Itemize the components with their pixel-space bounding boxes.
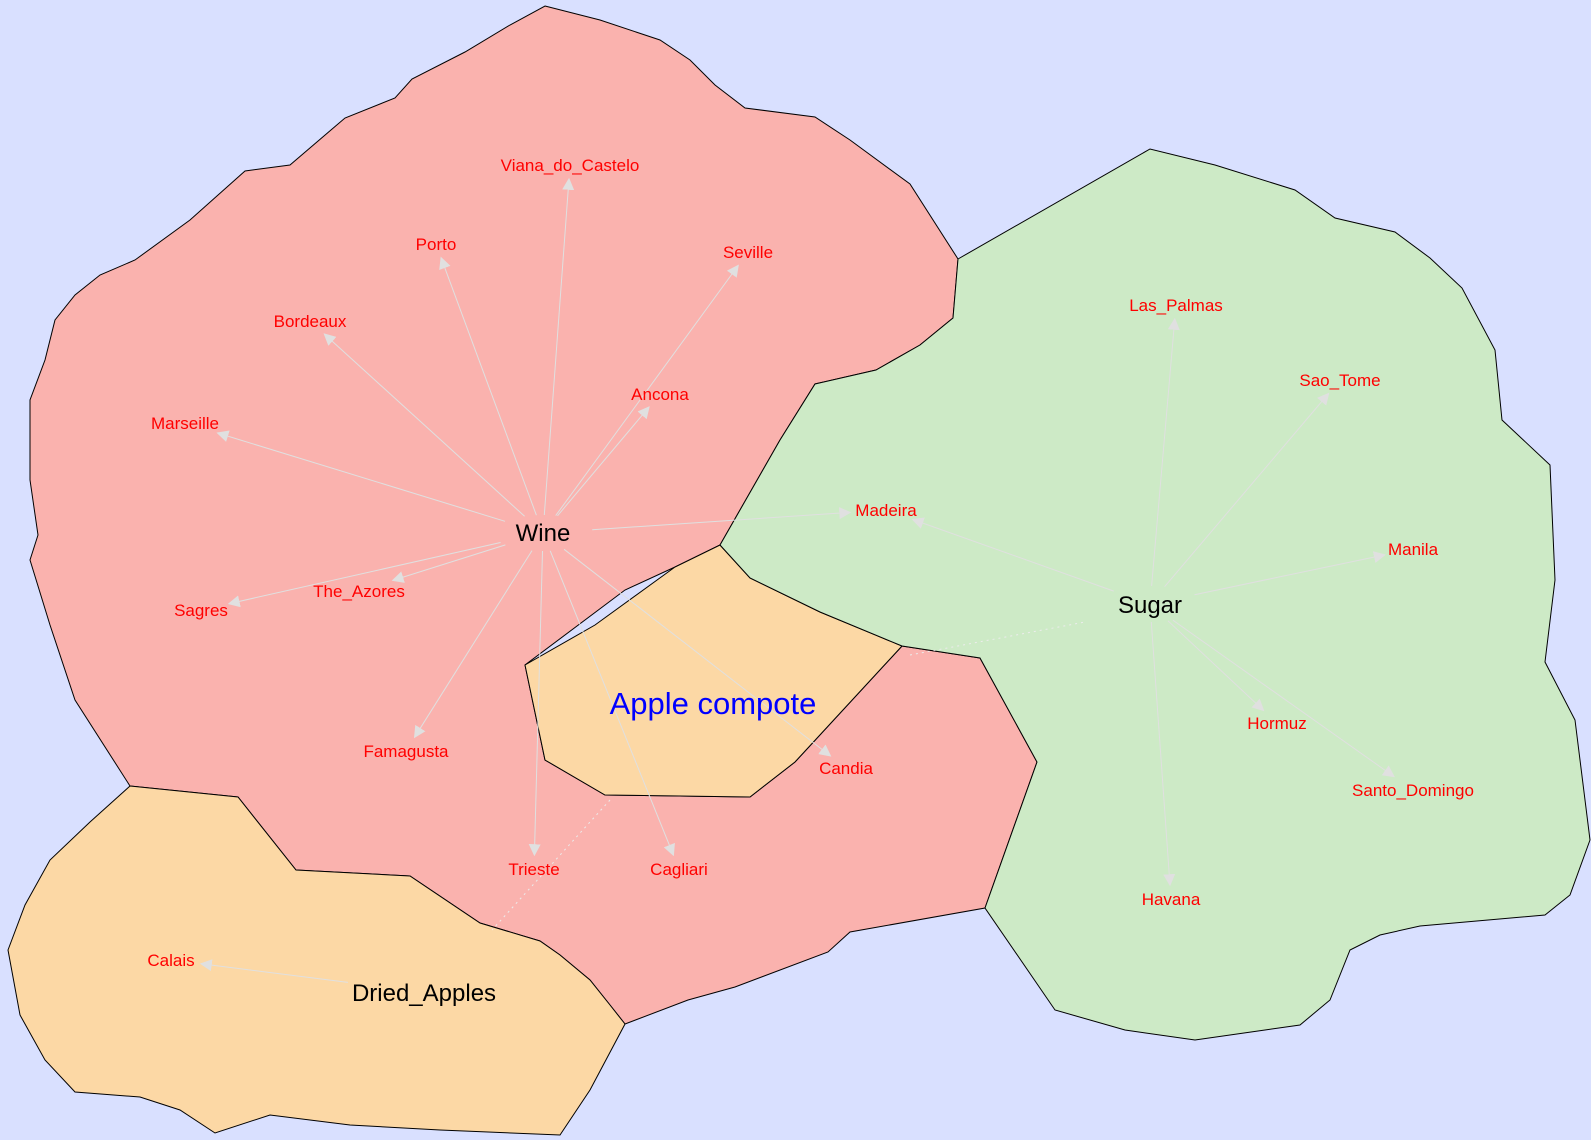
edge-wine-porto <box>439 256 537 516</box>
leaf-madeira[interactable]: Madeira <box>855 501 917 520</box>
leaf-ancona[interactable]: Ancona <box>631 385 689 404</box>
leaf-bordeaux[interactable]: Bordeaux <box>274 312 347 331</box>
hub-wine[interactable]: Wine <box>516 520 571 547</box>
sugar-region <box>719 148 1591 1041</box>
leaf-azores[interactable]: The_Azores <box>313 582 405 601</box>
edge-wine-madeira <box>592 507 852 531</box>
edge-sugar-manila <box>1194 551 1386 596</box>
edge-layer <box>199 177 1395 983</box>
leaf-porto[interactable]: Porto <box>416 235 457 254</box>
leaf-manila[interactable]: Manila <box>1388 540 1439 559</box>
edge-wine-cagliari <box>549 550 675 857</box>
leaf-trieste[interactable]: Trieste <box>508 860 559 879</box>
leaf-las-palmas[interactable]: Las_Palmas <box>1129 296 1223 315</box>
edge-sugar-santo_domingo <box>1172 619 1395 778</box>
edge-sugar-madeira <box>911 517 1114 592</box>
leaf-candia[interactable]: Candia <box>819 759 873 778</box>
leaf-marseille[interactable]: Marseille <box>151 414 219 433</box>
leaf-viana[interactable]: Viana_do_Castelo <box>501 156 640 175</box>
edge-wine-famagusta <box>413 550 533 739</box>
edge-wine-azores <box>391 544 506 583</box>
edge-wine-trieste <box>528 550 543 857</box>
leaf-seville[interactable]: Seville <box>723 243 773 262</box>
leaf-havana[interactable]: Havana <box>1142 890 1201 909</box>
edge-wine-marseille <box>216 430 506 522</box>
edge-wine-viana <box>543 177 575 516</box>
leaf-calais[interactable]: Calais <box>147 951 194 970</box>
leaf-hormuz[interactable]: Hormuz <box>1247 714 1307 733</box>
edge-wine-ancona <box>557 406 650 517</box>
hub-dried-apples[interactable]: Dried_Apples <box>352 980 496 1007</box>
edge-sugar-sao_tome <box>1164 392 1330 588</box>
edge-dried_apples-calais <box>199 959 348 983</box>
leaf-famagusta[interactable]: Famagusta <box>363 742 449 761</box>
dried-apples-region <box>7 785 626 1136</box>
leaf-sagres[interactable]: Sagres <box>174 601 228 620</box>
edge-wine-candia <box>563 548 832 757</box>
edge-sugar-havana <box>1150 621 1176 887</box>
hub-sugar[interactable]: Sugar <box>1118 592 1182 619</box>
edge-wine-sagres <box>227 542 501 608</box>
leaf-cagliari[interactable]: Cagliari <box>650 860 708 879</box>
edge-wine-seville <box>555 264 739 516</box>
map-title: Apple compote <box>610 686 817 721</box>
edge-sugar-las_palmas <box>1151 317 1180 587</box>
leaf-sao-tome[interactable]: Sao_Tome <box>1299 371 1380 390</box>
edge-wine-bordeaux <box>323 333 525 517</box>
edge-sugar-hormuz <box>1167 620 1265 712</box>
leaf-santo-domingo[interactable]: Santo_Domingo <box>1352 781 1474 800</box>
